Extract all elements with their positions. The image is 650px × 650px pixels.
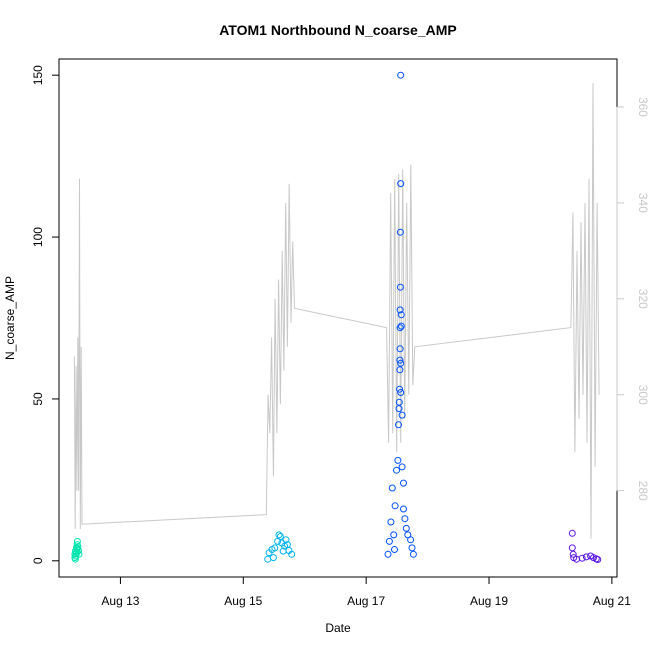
- data-point: [395, 398, 403, 406]
- y2-tick-label: 340: [636, 193, 650, 213]
- data-point: [402, 524, 410, 532]
- data-point: [397, 311, 405, 319]
- y2-tick-label: 320: [636, 289, 650, 309]
- data-point: [400, 479, 407, 487]
- y2-tick-label: 360: [636, 97, 650, 117]
- data-point: [408, 544, 416, 552]
- y2-tick-label: 280: [636, 481, 650, 501]
- data-point: [288, 550, 296, 558]
- data-point: [282, 536, 290, 544]
- data-point: [569, 550, 577, 558]
- data-point: [390, 531, 398, 539]
- x-tick-label: Aug 19: [470, 594, 508, 608]
- data-point: [396, 366, 404, 374]
- data-point: [397, 322, 405, 330]
- data-point: [75, 547, 82, 554]
- y-axis-left: 0 50 100 150: [31, 65, 60, 564]
- y-axis-right: 280 300 320 340 360: [616, 97, 650, 501]
- data-point: [396, 324, 404, 332]
- y2-tick-label: 300: [636, 385, 650, 405]
- scatter-series: [71, 71, 602, 563]
- data-point: [271, 544, 279, 552]
- data-point: [401, 515, 409, 523]
- data-point: [578, 554, 586, 562]
- data-point: [394, 456, 402, 464]
- y-tick-label: 0: [31, 557, 45, 564]
- secondary-line: [73, 82, 600, 539]
- data-point: [396, 345, 404, 353]
- x-tick-label: Aug 13: [101, 594, 139, 608]
- data-point: [396, 306, 404, 314]
- data-point: [391, 546, 398, 553]
- data-point: [387, 518, 395, 526]
- chart-title: ATOM1 Northbound N_coarse_AMP: [219, 22, 457, 38]
- y-tick-label: 150: [31, 65, 45, 85]
- data-point: [276, 533, 284, 540]
- data-point: [397, 359, 405, 367]
- y-tick-label: 50: [31, 392, 45, 406]
- data-point: [75, 550, 83, 558]
- data-point: [385, 537, 393, 545]
- data-point: [396, 385, 404, 393]
- data-point: [397, 389, 405, 396]
- data-point: [594, 556, 602, 563]
- data-point: [398, 411, 406, 419]
- data-point: [407, 536, 415, 544]
- data-point: [400, 505, 407, 513]
- data-point: [397, 180, 405, 188]
- x-tick-label: Aug 17: [347, 594, 385, 608]
- data-point: [391, 502, 399, 510]
- data-point: [397, 71, 405, 79]
- y-tick-label: 100: [31, 227, 45, 247]
- data-point: [396, 228, 404, 236]
- y-axis-label: N_coarse_AMP: [3, 276, 17, 360]
- data-point: [409, 550, 417, 558]
- x-tick-label: Aug 15: [224, 594, 262, 608]
- x-axis-label: Date: [325, 621, 351, 635]
- data-point: [396, 283, 404, 291]
- data-point: [396, 356, 404, 364]
- data-point: [74, 543, 82, 551]
- secondary-line-series: [73, 82, 600, 539]
- data-point: [568, 544, 576, 552]
- data-point: [398, 463, 406, 471]
- data-point: [275, 531, 283, 539]
- data-point: [73, 537, 81, 545]
- data-point: [568, 529, 576, 537]
- data-point: [269, 554, 277, 562]
- data-point: [388, 484, 396, 492]
- x-tick-label: Aug 21: [593, 594, 631, 608]
- data-point: [384, 550, 392, 558]
- data-point: [395, 421, 402, 429]
- data-point: [393, 466, 400, 474]
- x-axis: Aug 13 Aug 15 Aug 17 Aug 19 Aug 21: [101, 576, 631, 608]
- data-point: [582, 553, 590, 561]
